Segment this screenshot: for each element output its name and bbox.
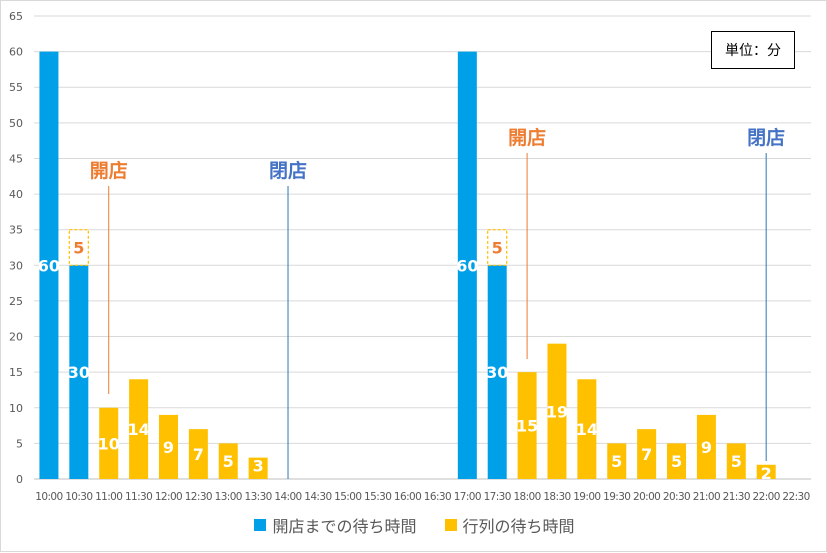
bar-queue-wait [547,343,567,479]
data-label-queue-wait: 5 [611,452,622,471]
data-label-wait-before-open: 30 [68,363,90,382]
x-tick-label: 17:30 [484,491,511,503]
y-tick-label: 55 [9,81,23,94]
legend-label-queue-wait: 行列の待ち時間 [462,517,575,536]
x-tick-label: 15:30 [364,491,391,503]
data-label-queue-wait: 14 [576,420,598,439]
bar-queue-wait [607,443,627,479]
x-tick-label: 13:00 [215,491,242,503]
data-label-queue-wait: 14 [127,420,149,439]
bar-queue-wait [218,443,238,479]
y-tick-label: 5 [16,437,23,450]
bar-queue-wait [99,407,119,479]
legend-swatch-blue [254,519,267,531]
annotation-label: 開店 [90,159,128,182]
x-tick-label: 18:30 [543,491,570,503]
legend-item-queue-wait: 行列の待ち時間 [444,513,575,537]
x-tick-label: 13:30 [245,491,272,503]
y-tick-label: 60 [9,46,23,59]
x-tick-label: 18:00 [513,491,540,503]
x-tick-label: 10:00 [35,491,62,503]
x-tick-label: 14:00 [274,491,301,503]
bar-queue-wait [248,457,268,479]
x-tick-label: 12:30 [185,491,212,503]
data-label-queue-wait: 7 [641,445,652,464]
y-tick-label: 15 [9,366,23,379]
data-label-wait-before-open: 60 [38,256,60,275]
legend-label-wait-before-open: 開店までの待ち時間 [272,517,417,536]
data-label-queue-wait: 2 [761,464,772,483]
data-label-wait-before-open: 60 [456,256,478,275]
unit-label: 単位：分 [725,43,781,59]
bar-queue-wait [667,443,687,479]
data-label-queue-wait: 15 [516,417,538,436]
x-tick-label: 20:30 [663,491,690,503]
bar-wait-before-open [69,265,89,479]
bar-queue-wait [637,429,657,479]
data-label-queue-wait: 9 [701,438,712,457]
y-tick-label: 10 [9,402,23,415]
bar-wait-before-open [39,51,59,479]
x-tick-label: 20:00 [633,491,660,503]
x-tick-label: 21:00 [693,491,720,503]
data-label-wait-before-open: 30 [486,363,508,382]
bar-queue-wait-outline [68,229,89,266]
x-tick-label: 19:30 [603,491,630,503]
data-label-queue-wait: 10 [98,434,120,453]
data-label-queue-wait: 9 [163,438,174,457]
x-tick-label: 12:00 [155,491,182,503]
x-tick-label: 17:00 [454,491,481,503]
legend-item-wait-before-open: 開店までの待ち時間 [254,513,417,537]
bar-queue-wait [726,443,746,479]
bar-queue-wait [696,414,716,479]
data-label-queue-wait: 7 [193,445,204,464]
data-label-queue-wait: 19 [546,402,568,421]
bar-wait-before-open [457,51,477,479]
bar-wait-before-open [487,265,507,479]
x-tick-label: 22:30 [782,491,809,503]
annotation-label: 閉店 [269,159,307,182]
y-tick-label: 65 [9,10,23,23]
bar-queue-wait [158,414,178,479]
unit-label-box: 単位：分 [711,31,795,69]
annotation-label: 開店 [508,126,546,149]
data-label-queue-wait: 5 [731,452,742,471]
bar-queue-wait [756,464,776,479]
x-tick-label: 15:00 [334,491,361,503]
y-tick-label: 0 [16,473,23,486]
x-tick-label: 11:00 [95,491,122,503]
y-tick-label: 45 [9,152,23,165]
bar-queue-wait [517,372,537,479]
x-tick-label: 16:30 [424,491,451,503]
y-tick-label: 35 [9,224,23,237]
y-tick-label: 50 [9,117,23,130]
y-tick-label: 40 [9,188,23,201]
legend: 開店までの待ち時間 行列の待ち時間 [1,513,827,537]
annotation-label: 閉店 [747,126,785,149]
legend-swatch-orange [444,519,457,531]
x-tick-label: 14:30 [304,491,331,503]
x-tick-label: 21:30 [723,491,750,503]
bar-queue-wait [188,429,208,479]
y-tick-label: 30 [9,259,23,272]
bar-queue-wait-outline [487,229,508,266]
x-tick-label: 10:30 [65,491,92,503]
x-tick-label: 11:30 [125,491,152,503]
data-label-queue-wait: 5 [492,239,503,258]
y-tick-label: 20 [9,331,23,344]
data-label-queue-wait: 5 [223,452,234,471]
bar-queue-wait [577,379,597,479]
x-tick-label: 22:00 [753,491,780,503]
y-tick-label: 25 [9,295,23,308]
x-tick-label: 19:00 [573,491,600,503]
data-label-queue-wait: 5 [671,452,682,471]
bar-queue-wait [129,379,149,479]
data-label-queue-wait: 5 [73,239,84,258]
data-label-queue-wait: 3 [253,457,264,476]
x-tick-label: 16:00 [394,491,421,503]
